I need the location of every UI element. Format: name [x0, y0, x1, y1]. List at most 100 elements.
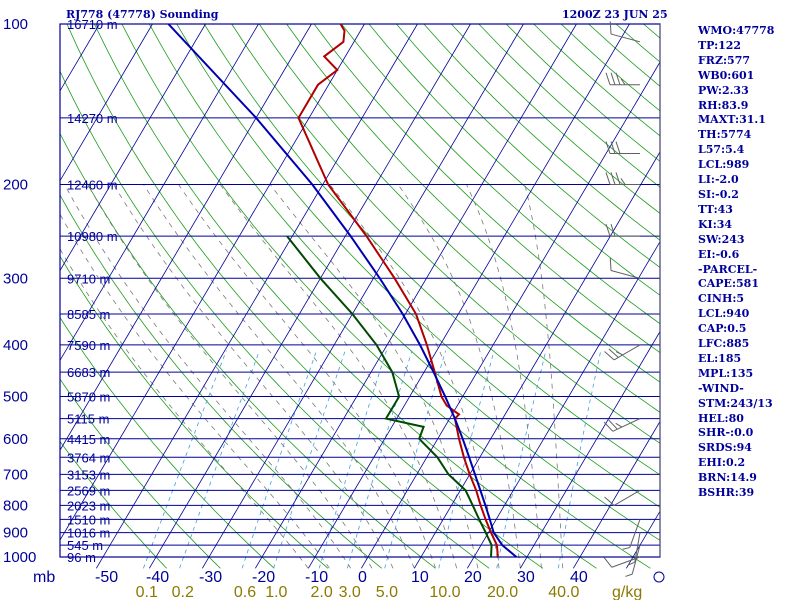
isotherms: [60, 24, 660, 569]
dry-adiabat: [60, 132, 436, 569]
temperature-tick-label: -20: [252, 569, 275, 586]
dry-adiabat: [368, 24, 660, 296]
height-label: 9710 m: [67, 271, 110, 286]
wind-barb-feather: [609, 21, 612, 35]
index-item: -PARCEL-: [698, 262, 758, 276]
isotherm: [95, 24, 418, 569]
pressure-label: 900: [3, 525, 28, 542]
isotherm: [413, 151, 660, 569]
wind-barb-feather: [605, 172, 611, 185]
index-item: BRN:14.9: [698, 471, 757, 485]
isotherm: [466, 240, 660, 569]
index-item: WB0:601: [698, 68, 755, 82]
moist-adiabat: [60, 213, 330, 569]
pressure-label: 500: [3, 389, 28, 406]
wind-barb: [604, 489, 641, 506]
index-item: SI:-0.2: [698, 187, 739, 201]
index-item: LCL:940: [698, 307, 750, 321]
index-item: TP:122: [698, 38, 742, 52]
moist-adiabat: [466, 184, 542, 569]
wind-barb-feather: [610, 141, 616, 154]
sounding-profiles: [167, 24, 518, 558]
mixing-ratio-tick-label: 2.0: [311, 584, 333, 600]
dry-adiabat: [60, 255, 329, 569]
wind-barb-feather: [605, 72, 611, 85]
height-label: 7590 m: [67, 338, 110, 353]
wind-barb: [605, 223, 640, 237]
mixing-ratio-tick-label: 0.6: [234, 584, 256, 600]
mixing-ratio-tick-label: 20.0: [487, 584, 518, 600]
moist-adiabat: [397, 184, 521, 569]
mixing-ratio-line: [143, 350, 227, 569]
height-label: 6683 m: [67, 365, 110, 380]
station-title: RJ778 (47778) Sounding: [66, 8, 219, 21]
height-label: 1016 m: [67, 526, 110, 541]
dry-adiabat: [286, 24, 660, 383]
mixing-ratio-line: [438, 350, 495, 569]
wind-barb-feather: [615, 141, 621, 154]
wind-barb-shaft: [610, 270, 641, 279]
dry-adiabat: [231, 24, 660, 444]
wind-barb-feather: [627, 561, 635, 566]
dry-adiabat: [60, 440, 167, 569]
height-label: 3153 m: [67, 467, 110, 482]
index-item: LCL:989: [698, 158, 750, 172]
dry-adiabats: [60, 24, 660, 569]
dry-adiabat: [148, 24, 660, 541]
isotherm: [572, 420, 660, 569]
wind-barb-shaft: [610, 33, 641, 43]
wind-barb-feather: [615, 422, 623, 428]
height-labels: 16710 m 14270 m 12460 m 10980 m 9710 m 8585 m…: [67, 17, 118, 565]
wind-barb-feather: [605, 141, 611, 154]
pressure-labels: 100 200 300 400 500 600 700 800 900 1000: [3, 16, 36, 566]
index-item: CINH:5: [698, 292, 745, 306]
height-label: 2023 m: [67, 498, 110, 513]
wind-barb: [609, 21, 641, 43]
wind-barb: [622, 519, 641, 550]
index-item: WMO:47778: [698, 24, 775, 37]
wind-barb-feather: [608, 419, 618, 430]
mixing-ratio-line: [384, 350, 446, 569]
pressure-label: 400: [3, 337, 28, 354]
isotherm: [60, 24, 153, 182]
isotherm: [60, 24, 312, 452]
moist-adiabat: [524, 184, 564, 569]
isotherm: [519, 330, 660, 569]
index-item: TH:5774: [698, 128, 752, 142]
index-item: EL:185: [698, 351, 742, 365]
index-item: PW:2.33: [698, 83, 749, 97]
dry-adiabat: [396, 24, 660, 268]
mixing-ratio-tick-label: 0.1: [136, 584, 158, 600]
height-label: 12460 m: [67, 177, 118, 192]
mixing-ratio-tick-label: 5.0: [376, 584, 398, 600]
wind-barb-feather: [615, 172, 621, 185]
index-item: -WIND-: [698, 381, 744, 395]
index-item: HEL:80: [698, 411, 744, 425]
wind-barb-feather: [610, 172, 616, 185]
wind-barb: [609, 257, 641, 279]
mixing-ratio-line: [318, 350, 387, 569]
isotherm: [254, 24, 577, 569]
dry-adiabat: [258, 24, 660, 413]
wind-barb-shaft: [634, 532, 641, 563]
pressure-label: 1000: [3, 549, 36, 566]
wind-barb-feather: [603, 421, 614, 432]
index-item: SHR-:0.0: [698, 426, 754, 440]
temperature-tick-label: 30: [517, 569, 535, 586]
index-item: STM:243/13: [698, 396, 773, 410]
wind-barb-feather: [605, 223, 611, 237]
temperature-tick-label: -50: [95, 569, 118, 586]
height-label: 96 m: [67, 550, 96, 565]
dry-adiabat: [60, 194, 382, 569]
wind-barb-feather: [620, 178, 626, 185]
pressure-label: 300: [3, 270, 28, 287]
height-label: 4415 m: [67, 432, 110, 447]
isotherm: [60, 24, 206, 272]
dry-adiabat: [203, 24, 660, 476]
mixing-ratio-line: [273, 350, 346, 569]
mixing-ratio-tick-label: 1.0: [265, 584, 287, 600]
wind-barb-feather: [625, 573, 633, 577]
dry-adiabat: [341, 24, 660, 325]
moist-adiabat: [113, 184, 394, 569]
